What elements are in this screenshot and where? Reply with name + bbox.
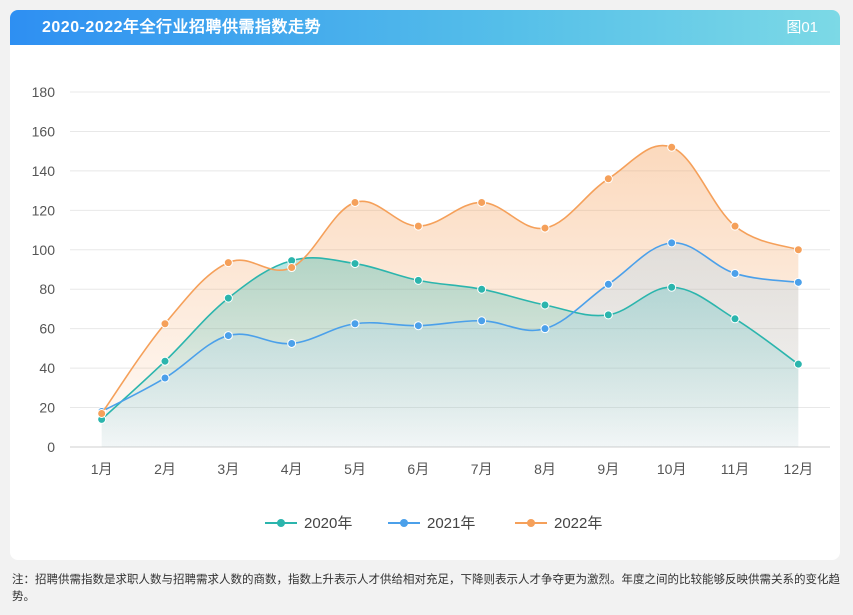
data-point <box>667 142 677 152</box>
data-point <box>793 359 803 369</box>
data-point <box>667 238 677 248</box>
series-line <box>101 242 799 413</box>
legend-item: 2020年 <box>265 515 352 532</box>
data-point <box>97 408 107 418</box>
y-tick-label: 140 <box>32 163 56 179</box>
x-tick-label: 10月 <box>657 461 687 477</box>
data-point <box>413 221 423 231</box>
data-point <box>287 338 297 348</box>
x-tick-label: 8月 <box>534 461 556 477</box>
y-tick-label: 180 <box>32 84 56 100</box>
y-tick-label: 160 <box>32 123 56 139</box>
chart-title: 2020-2022年全行业招聘供需指数走势 <box>42 19 322 36</box>
data-point <box>730 221 740 231</box>
supply-demand-chart: 0 20 40 60 80 100 120 140 160 180 1月 2月 3月 4月 5月 6月 7月 8月… <box>32 84 830 532</box>
legend-marker <box>277 519 285 527</box>
y-tick-label: 80 <box>39 281 55 297</box>
x-tick-label: 7月 <box>471 461 493 477</box>
footnote: 注：招聘供需指数是求职人数与招聘需求人数的商数，指数上升表示人才供给相对充足，下… <box>12 574 840 603</box>
data-point <box>160 356 170 366</box>
legend-item: 2021年 <box>388 515 475 532</box>
legend-label: 2020年 <box>304 515 352 532</box>
data-point <box>540 324 550 334</box>
data-point <box>477 284 487 294</box>
data-point <box>223 293 233 303</box>
data-point <box>350 319 360 329</box>
y-tick-label: 0 <box>47 439 55 455</box>
data-point <box>287 263 297 273</box>
y-tick-label: 120 <box>32 202 56 218</box>
legend-label: 2021年 <box>427 515 475 532</box>
data-point <box>350 197 360 207</box>
data-point <box>160 373 170 383</box>
data-point <box>477 316 487 326</box>
legend-label: 2022年 <box>554 515 602 532</box>
x-tick-label: 2月 <box>154 461 176 477</box>
y-tick-label: 40 <box>39 360 55 376</box>
x-tick-label: 5月 <box>344 461 366 477</box>
data-point <box>540 300 550 310</box>
data-point <box>350 259 360 269</box>
y-tick-label: 100 <box>32 242 56 258</box>
x-tick-label: 12月 <box>784 461 814 477</box>
data-point <box>603 279 613 289</box>
data-point <box>413 275 423 285</box>
figure-tag: 图01 <box>786 19 818 36</box>
x-tick-label: 1月 <box>91 461 113 477</box>
legend-item: 2022年 <box>515 515 602 532</box>
series-area <box>101 242 799 447</box>
data-point <box>413 321 423 331</box>
y-tick-label: 60 <box>39 321 55 337</box>
x-tick-label: 3月 <box>217 461 239 477</box>
chart-card: 2020-2022年全行业招聘供需指数走势 图01 0 20 40 60 80 100 12… <box>10 10 840 560</box>
data-point <box>793 277 803 287</box>
data-point <box>160 319 170 329</box>
data-point <box>603 310 613 320</box>
series-line <box>101 144 799 414</box>
legend-marker <box>400 519 408 527</box>
legend-marker <box>527 519 535 527</box>
x-tick-label: 9月 <box>597 461 619 477</box>
data-point <box>667 282 677 292</box>
data-point <box>223 331 233 341</box>
y-tick-label: 20 <box>39 400 55 416</box>
data-point <box>793 245 803 255</box>
data-point <box>603 174 613 184</box>
data-point <box>223 258 233 268</box>
data-point <box>730 268 740 278</box>
card-header: 2020-2022年全行业招聘供需指数走势 图01 <box>10 10 840 45</box>
data-point <box>477 197 487 207</box>
x-tick-label: 11月 <box>721 461 750 477</box>
data-point <box>540 223 550 233</box>
x-tick-label: 4月 <box>281 461 303 477</box>
x-tick-label: 6月 <box>407 461 429 477</box>
data-point <box>730 314 740 324</box>
